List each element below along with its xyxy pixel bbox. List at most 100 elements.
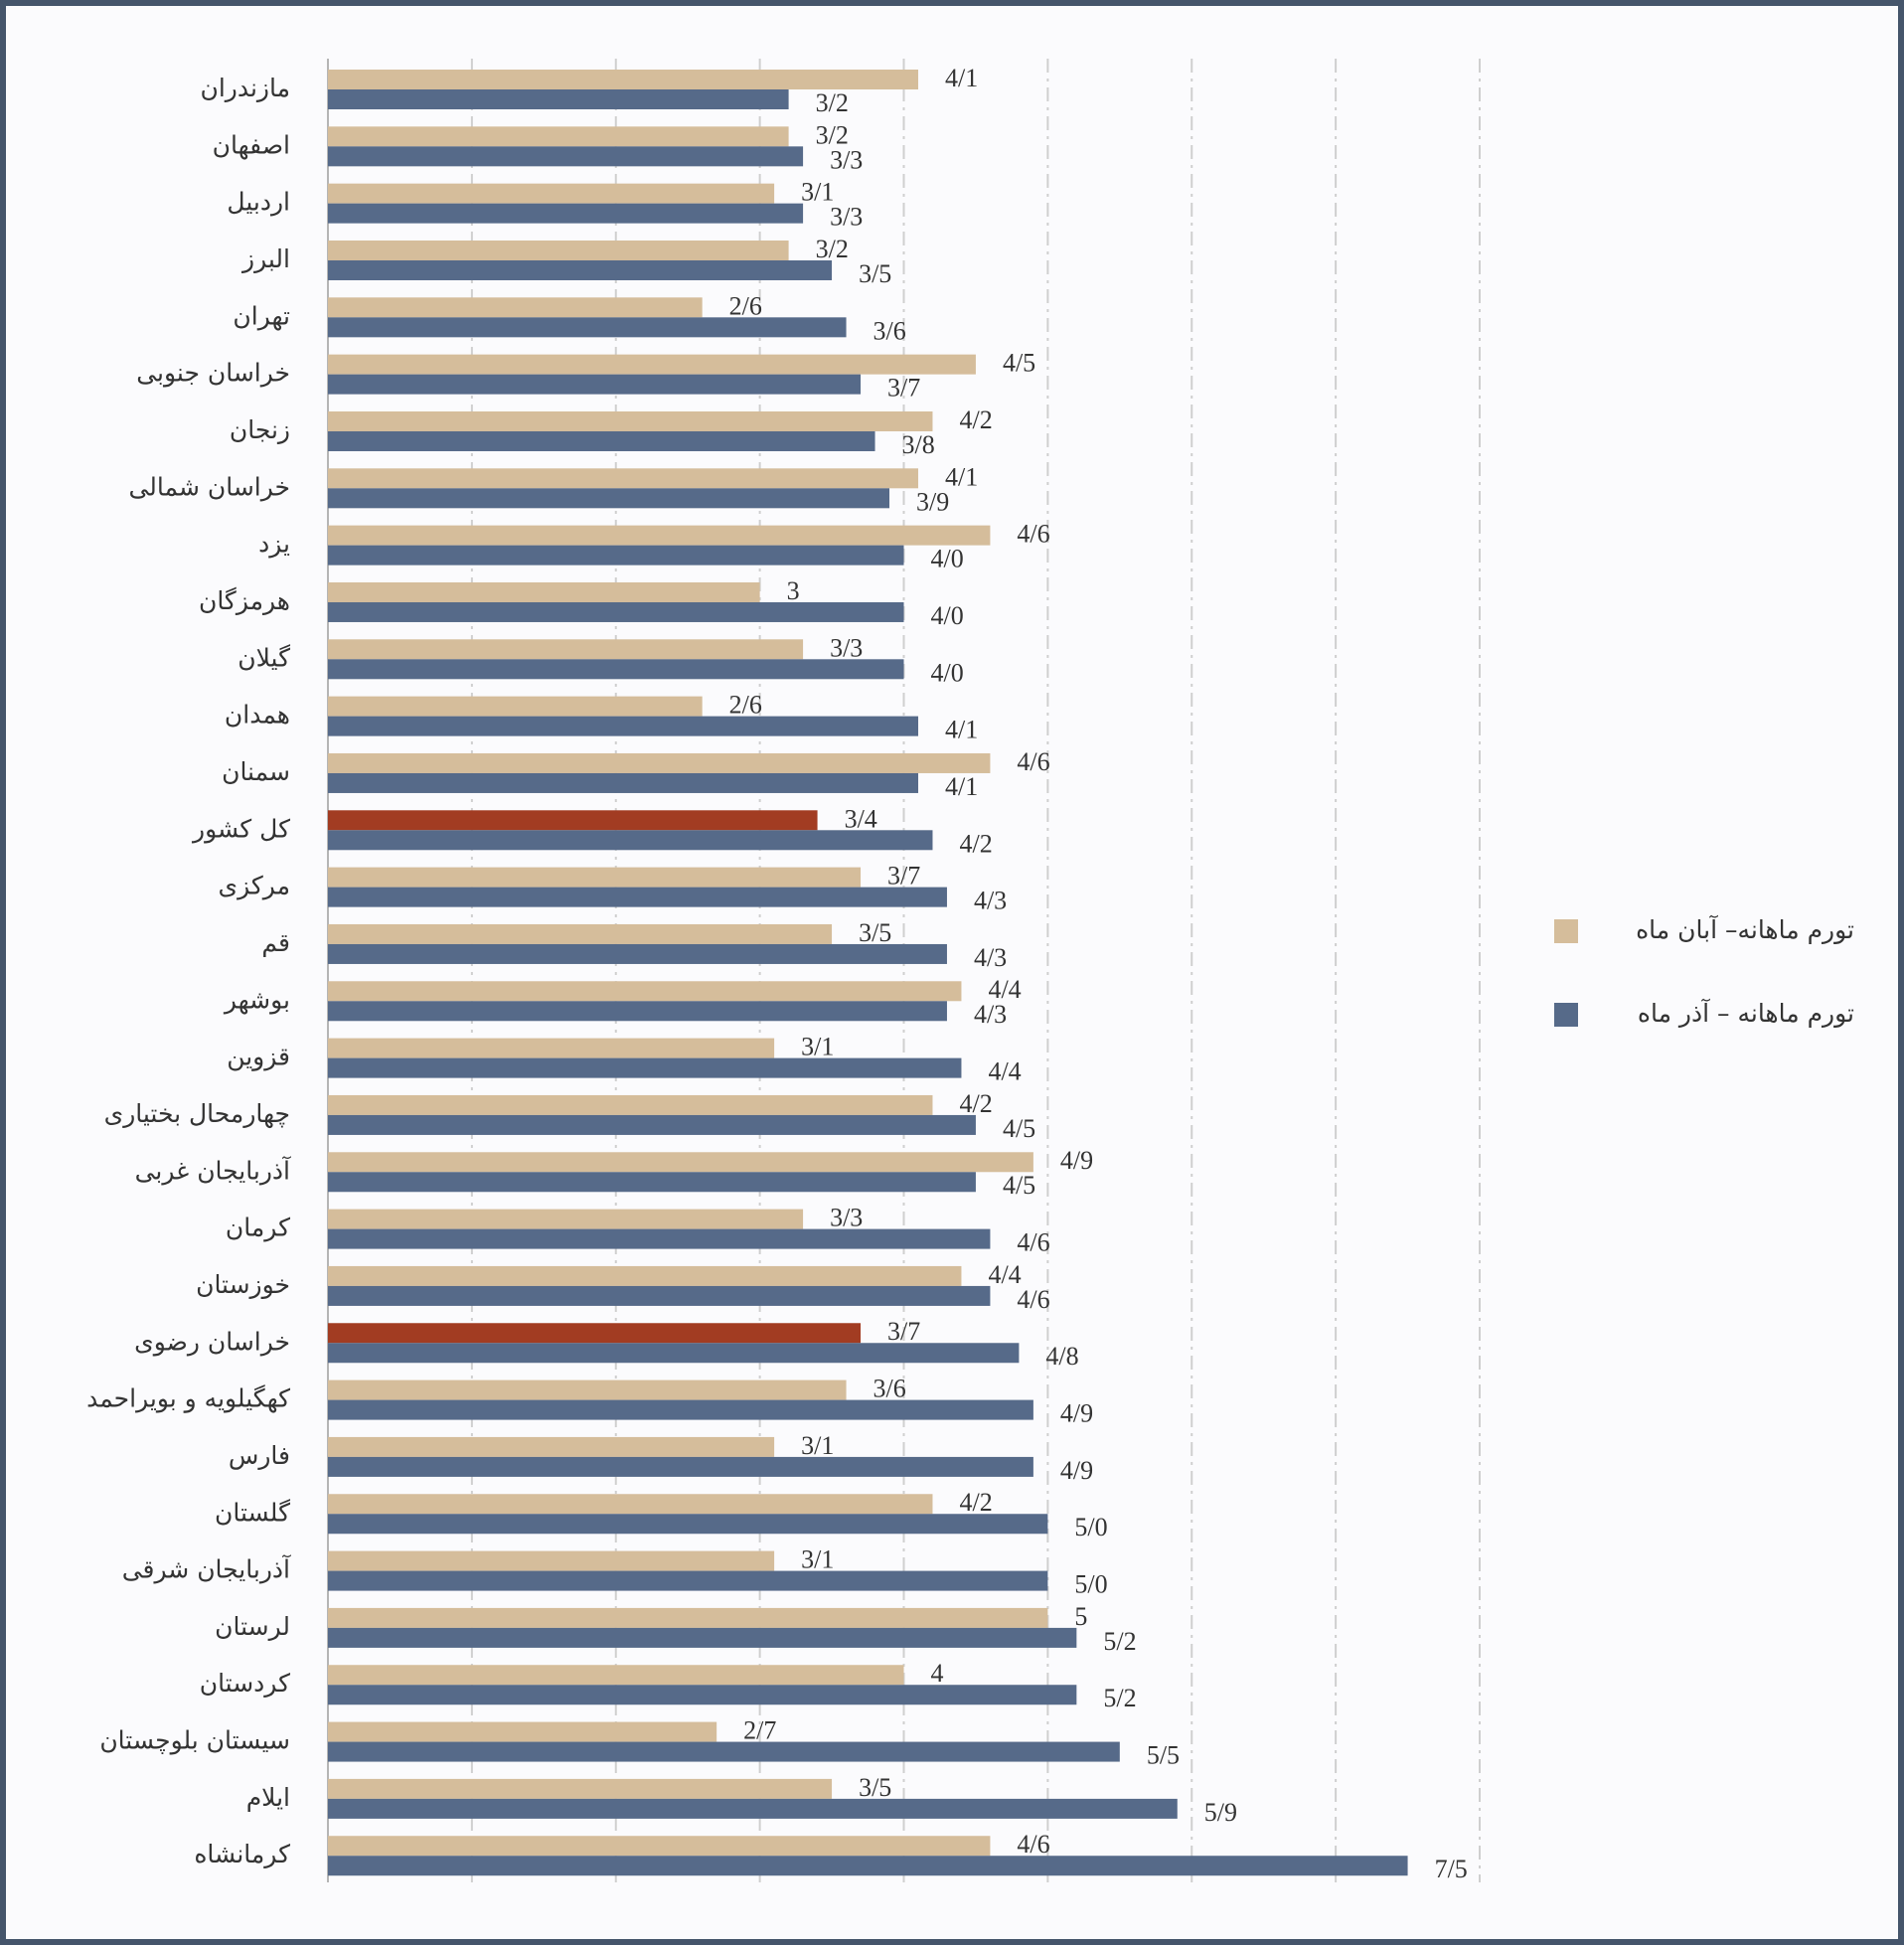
value-label: 4/0 — [931, 545, 964, 573]
bar — [328, 1285, 991, 1306]
bar — [328, 354, 976, 375]
category-label: سیستان بلوچستان — [99, 1726, 290, 1755]
value-label: 4/6 — [1017, 747, 1049, 776]
bar — [328, 830, 933, 851]
bar — [328, 981, 962, 1002]
bar — [328, 1228, 991, 1249]
value-label: 4/2 — [959, 405, 992, 434]
value-label: 3/1 — [801, 1431, 834, 1460]
value-label: 2/6 — [729, 691, 762, 720]
value-label: 3/2 — [816, 120, 849, 149]
value-label: 4/1 — [945, 772, 978, 801]
bar — [328, 1209, 804, 1229]
legend-swatch — [1554, 919, 1578, 943]
category-label: بوشهر — [223, 985, 290, 1015]
value-label: 3/1 — [801, 1545, 834, 1574]
value-label: 4/6 — [1017, 1228, 1049, 1257]
value-label: 4/9 — [1060, 1146, 1093, 1175]
value-label: 5/2 — [1103, 1627, 1136, 1656]
bar — [328, 1778, 833, 1799]
bar — [328, 1114, 976, 1135]
category-label: تهران — [233, 301, 290, 331]
category-label: خوزستان — [196, 1270, 290, 1299]
value-label: 2/7 — [743, 1716, 776, 1745]
category-label: کل کشور — [191, 814, 290, 843]
value-label: 4/5 — [1003, 1171, 1035, 1200]
category-label: مرکزی — [219, 872, 290, 900]
value-label: 4/3 — [974, 943, 1007, 972]
bar — [328, 240, 789, 260]
value-label: 3/5 — [859, 259, 891, 288]
bar — [328, 601, 904, 622]
value-label: 4/5 — [1003, 349, 1035, 378]
category-label: گلستان — [215, 1498, 290, 1527]
value-label: 4/0 — [931, 658, 964, 687]
bar — [328, 126, 789, 147]
bar — [328, 545, 904, 566]
bar — [328, 659, 904, 680]
bar — [328, 1856, 1408, 1876]
bar — [328, 1152, 1033, 1173]
value-label: 4/3 — [974, 887, 1007, 915]
value-label: 4/5 — [1003, 1114, 1035, 1143]
value-label: 4/1 — [945, 462, 978, 491]
bar — [328, 1456, 1033, 1477]
bar — [328, 1094, 933, 1115]
bar — [328, 1570, 1048, 1591]
bar — [328, 1836, 991, 1857]
bar — [328, 1550, 775, 1571]
category-label: اردبیل — [227, 188, 290, 217]
bar — [328, 525, 991, 546]
category-label: اصفهان — [213, 130, 290, 160]
bar — [328, 468, 918, 489]
category-label: البرز — [240, 244, 290, 273]
value-label: 4/9 — [1060, 1456, 1093, 1485]
bar — [328, 887, 947, 907]
value-label: 3/6 — [873, 1375, 906, 1403]
value-label: 3/5 — [859, 1773, 891, 1802]
bar — [328, 1038, 775, 1058]
value-label: 4/4 — [988, 1260, 1021, 1289]
bar — [328, 1665, 904, 1686]
bar — [328, 1265, 962, 1286]
bar — [328, 374, 862, 395]
category-label: کهگیلویه و بویراحمد — [86, 1384, 290, 1414]
category-label: سمنان — [222, 757, 290, 786]
bar — [328, 1001, 947, 1022]
category-label: کرمان — [226, 1214, 290, 1242]
bar — [328, 183, 775, 204]
bar — [328, 867, 862, 888]
value-label: 3/1 — [801, 1033, 834, 1061]
bar — [328, 430, 875, 451]
value-label: 4/1 — [945, 64, 978, 92]
bar — [328, 410, 933, 431]
value-label: 3/6 — [873, 316, 906, 345]
bar — [328, 943, 947, 964]
legend-swatch — [1554, 1003, 1578, 1027]
category-label: کرمانشاه — [194, 1840, 290, 1868]
bar — [328, 923, 833, 944]
bar — [328, 488, 890, 509]
value-label: 7/5 — [1435, 1855, 1468, 1883]
bar — [328, 752, 991, 773]
bar — [328, 581, 760, 602]
category-label: لرستان — [215, 1612, 290, 1641]
category-label: گیلان — [238, 643, 290, 672]
bar — [328, 1627, 1077, 1648]
value-label: 3/5 — [859, 918, 891, 947]
value-label: 3/1 — [801, 178, 834, 207]
bar — [328, 89, 789, 109]
value-label: 4/4 — [988, 975, 1021, 1004]
value-label: 2/6 — [729, 291, 762, 320]
value-label: 4/2 — [959, 1488, 992, 1517]
category-label: فارس — [229, 1441, 290, 1470]
value-label: 3/7 — [887, 1317, 920, 1346]
value-label: 5 — [1074, 1602, 1087, 1631]
category-label: قزوین — [227, 1043, 290, 1072]
value-label: 4/6 — [1017, 1285, 1049, 1314]
bar — [328, 696, 703, 717]
bar — [328, 1607, 1048, 1628]
bar — [328, 1494, 933, 1515]
category-label: زنجان — [230, 415, 290, 444]
